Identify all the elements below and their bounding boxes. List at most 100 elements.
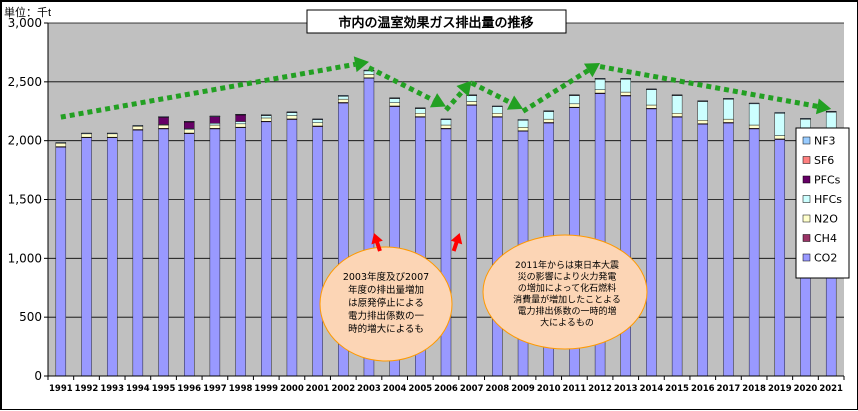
bar-segment-co2-1999 (261, 121, 272, 377)
bar-segment-hfcs-2012 (594, 78, 606, 90)
trend-arrow-head-4 (506, 95, 524, 110)
bar-segment-nf3-2020 (800, 118, 811, 120)
annotation-line: 時的増大によるも (348, 323, 424, 335)
bar-segment-hfcs-2019 (774, 113, 786, 136)
x-tick-label-1995: 1995 (152, 384, 176, 394)
x-tick-label-2011: 2011 (563, 384, 587, 394)
bar-segment-co2-1994 (132, 129, 144, 377)
bar-segment-co2-2008 (492, 116, 503, 377)
x-tick-label-1999: 1999 (254, 384, 278, 394)
bar-segment-hfcs-2013 (620, 78, 631, 93)
x-tick-label-2001: 2001 (306, 384, 330, 394)
bar-segment-pfcs-1995 (158, 117, 169, 125)
bar-segment-nf3-2019 (774, 112, 786, 114)
legend-label-hfcs: HFCs (814, 193, 842, 206)
bar-segment-co2-2007 (466, 105, 477, 377)
bar-segment-n2o-1996 (184, 129, 195, 134)
bar-segment-nf3-1999 (261, 114, 272, 116)
legend-label-pfcs: PFCs (814, 174, 841, 187)
bar-segment-hfcs-1998 (235, 121, 246, 125)
bar-segment-co2-1991 (55, 146, 67, 377)
legend-swatch-n2o (802, 214, 811, 223)
bar-segment-nf3-1995 (158, 116, 169, 118)
bar-segment-n2o-2007 (466, 101, 477, 105)
x-tick-label-2018: 2018 (742, 384, 766, 394)
bar-segment-n2o-2002 (338, 98, 349, 103)
trend-arrow-line-2 (367, 65, 435, 103)
legend-swatch-ch4 (802, 234, 811, 242)
bar-segment-hfcs-2006 (440, 119, 452, 126)
x-tick-label-1993: 1993 (100, 384, 124, 394)
bar-segment-n2o-2017 (723, 118, 734, 123)
trend-arrow-head-3 (456, 80, 472, 97)
bar-segment-nf3-1991 (55, 142, 67, 144)
bar-segment-nf3-2007 (466, 94, 477, 96)
bar-segment-nf3-1997 (209, 115, 221, 117)
bar-segment-pfcs-1996 (184, 121, 195, 129)
x-tick-label-2014: 2014 (640, 384, 664, 394)
x-tick-label-2005: 2005 (408, 384, 432, 394)
annotation-line: 年度の排出量増加 (348, 284, 424, 296)
bar-segment-n2o-1997 (209, 124, 221, 129)
bar-segment-co2-2017 (723, 122, 734, 377)
bar-segment-co2-1996 (184, 133, 195, 377)
bar-segment-nf3-2009 (517, 119, 529, 121)
bar-segment-hfcs-2014 (646, 89, 657, 106)
bar-segment-co2-1993 (106, 137, 118, 377)
bar-segment-hfcs-2001 (312, 119, 323, 123)
bar-segment-hfcs-1997 (209, 123, 221, 126)
legend-swatch-hfcs (802, 195, 811, 203)
bar-segment-n2o-2019 (774, 135, 786, 140)
bar-segment-nf3-2001 (312, 118, 323, 120)
bar-segment-co2-1992 (81, 137, 92, 377)
chart-title-box: 市内の温室効果ガス排出量の推移 (306, 9, 567, 34)
legend-swatch-sf6 (802, 156, 811, 164)
x-tick-label-1994: 1994 (126, 384, 150, 394)
bar-segment-n2o-1991 (55, 143, 67, 147)
highlight-arrow-head-2007 (450, 233, 463, 245)
bar-segment-co2-2018 (748, 128, 760, 377)
bar-segment-nf3-2011 (569, 94, 580, 96)
trend-arrow-head-6 (815, 98, 832, 115)
y-tick-label: 2,500 (8, 75, 42, 89)
y-tick-label: 0 (34, 369, 42, 383)
y-tick-label: 1,000 (8, 251, 42, 265)
x-tick-label-2006: 2006 (434, 384, 458, 394)
bar-segment-nf3-1993 (106, 132, 118, 134)
unit-label: 単位：千t (4, 5, 51, 19)
bar-segment-nf3-2006 (440, 118, 452, 120)
bar-segment-nf3-2012 (594, 78, 606, 80)
bar-segment-n2o-2008 (492, 113, 503, 117)
bar-segment-hfcs-2002 (338, 95, 349, 100)
y-tick-label: 3,000 (8, 16, 42, 30)
bar-segment-co2-2013 (620, 95, 631, 377)
bar-segment-hfcs-2007 (466, 95, 477, 102)
annotation-2003: 2003年度及び2007 年度の排出量増加は原発停止による電力排出係数の一時的増大… (319, 246, 453, 362)
bar-segment-co2-2019 (774, 139, 786, 377)
bar-segment-nf3-1994 (132, 125, 144, 127)
bar-segment-co2-2014 (646, 108, 657, 377)
bar-segment-n2o-2012 (594, 89, 606, 94)
y-tick-label: 500 (19, 310, 42, 324)
bar-segment-n2o-2018 (748, 124, 760, 129)
x-tick-label-2002: 2002 (331, 384, 355, 394)
legend: NF3 SF6 PFCs HFCs N2O CH4 CO2 (795, 127, 850, 279)
bar-segment-co2-2000 (286, 119, 298, 377)
x-tick-label-2012: 2012 (588, 384, 612, 394)
bar-segment-nf3-2017 (723, 98, 734, 100)
bar-segment-n2o-1994 (132, 125, 144, 130)
bar-segment-n2o-1993 (106, 133, 118, 138)
bar-segment-nf3-2014 (646, 88, 657, 90)
chart-title: 市内の温室効果ガス排出量の推移 (338, 15, 533, 31)
trend-arrow-head-1 (353, 56, 369, 73)
bar-segment-n2o-1992 (81, 133, 92, 138)
bar-segment-n2o-2014 (646, 104, 657, 109)
bar-segment-hfcs-2009 (517, 120, 529, 128)
legend-label-co2: CO2 (814, 252, 837, 265)
x-tick-label-2009: 2009 (511, 384, 535, 394)
highlight-arrows (371, 233, 463, 252)
bar-segment-nf3-1996 (184, 121, 195, 123)
bar-segment-nf3-1992 (81, 132, 92, 134)
